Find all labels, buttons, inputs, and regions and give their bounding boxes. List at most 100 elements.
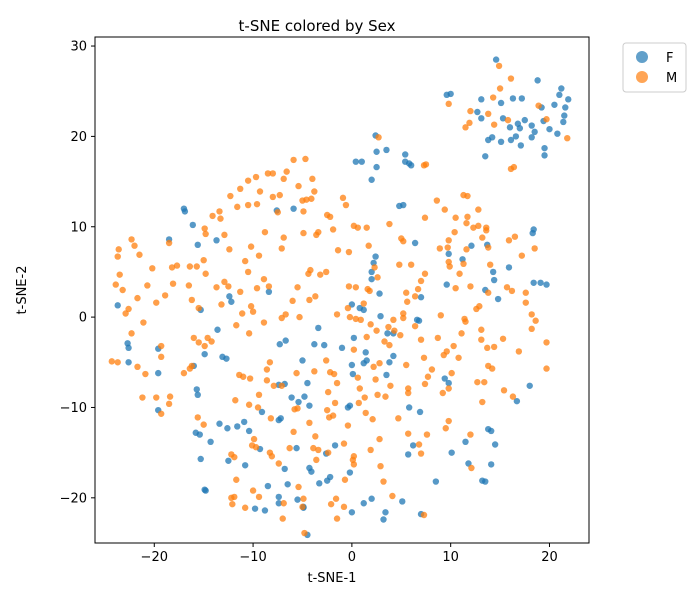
point-m-185	[290, 428, 297, 436]
point-f-123	[462, 438, 469, 445]
point-m-231	[405, 389, 412, 397]
point-m-334	[405, 430, 412, 437]
point-m-166	[263, 377, 271, 384]
point-m-205	[332, 495, 340, 502]
point-m-190	[310, 444, 317, 452]
point-f-119	[441, 375, 448, 382]
point-m-138	[140, 319, 147, 326]
point-m-241	[448, 369, 455, 377]
point-m-220	[372, 376, 379, 383]
point-f-84	[265, 288, 273, 296]
point-m-75	[165, 239, 173, 247]
legend-label-m: M	[666, 71, 677, 86]
point-m-325	[291, 406, 298, 413]
point-f-70	[368, 268, 375, 276]
point-m-10	[490, 121, 498, 128]
point-m-224	[355, 399, 362, 407]
point-m-92	[213, 284, 220, 291]
point-m-207	[333, 515, 341, 522]
point-f-0	[492, 56, 500, 63]
point-f-3	[478, 96, 485, 103]
point-m-201	[344, 422, 352, 429]
point-m-222	[356, 385, 363, 392]
point-m-170	[254, 404, 262, 411]
point-f-167	[240, 418, 248, 426]
point-m-253	[488, 365, 496, 372]
point-f-188	[304, 379, 311, 387]
point-m-262	[532, 317, 539, 324]
point-m-338	[442, 425, 449, 432]
point-m-281	[452, 214, 459, 221]
point-m-118	[333, 311, 341, 318]
point-m-291	[456, 270, 463, 277]
point-f-2	[443, 91, 450, 99]
point-m-115	[312, 293, 319, 300]
point-m-5	[535, 102, 542, 109]
point-m-123	[396, 261, 403, 268]
point-m-337	[423, 431, 431, 438]
point-m-6	[485, 110, 492, 118]
point-f-114	[344, 404, 352, 411]
point-m-71	[193, 263, 200, 270]
chart-title: t-SNE colored by Sex	[239, 17, 396, 35]
point-f-186	[295, 398, 302, 406]
point-m-315	[386, 220, 393, 228]
point-m-151	[195, 339, 202, 346]
point-f-62	[445, 250, 452, 258]
point-m-21	[283, 168, 290, 175]
point-m-279	[475, 206, 482, 213]
point-m-300	[444, 244, 451, 251]
point-f-168	[258, 408, 266, 416]
point-m-12	[543, 116, 550, 123]
point-m-95	[218, 301, 225, 308]
point-m-48	[326, 213, 334, 221]
point-f-132	[526, 382, 533, 389]
point-m-343	[389, 492, 396, 500]
point-f-30	[507, 136, 515, 144]
point-m-195	[333, 379, 341, 387]
point-m-148	[180, 369, 188, 377]
point-m-223	[361, 394, 368, 401]
point-f-77	[537, 279, 544, 286]
point-m-52	[300, 229, 307, 237]
point-m-156	[166, 393, 174, 400]
point-m-58	[334, 247, 342, 254]
point-m-42	[311, 188, 318, 195]
point-f-20	[528, 122, 535, 129]
point-f-120	[445, 379, 452, 387]
point-m-97	[244, 268, 252, 276]
point-m-69	[200, 256, 207, 264]
point-m-45	[303, 196, 310, 203]
point-f-21	[531, 128, 538, 136]
point-m-323	[293, 369, 300, 377]
point-m-219	[370, 363, 377, 370]
point-m-8	[466, 119, 473, 127]
point-m-96	[237, 288, 244, 296]
point-f-126	[482, 478, 489, 485]
point-m-288	[460, 260, 467, 267]
point-f-66	[489, 268, 497, 276]
point-m-318	[364, 285, 371, 293]
point-f-69	[529, 229, 536, 237]
point-m-105	[245, 330, 253, 337]
point-f-100	[194, 391, 201, 399]
point-m-141	[114, 359, 121, 366]
point-m-85	[134, 294, 141, 302]
point-m-330	[313, 456, 320, 464]
point-f-105	[384, 330, 391, 337]
point-m-208	[300, 495, 307, 502]
legend-marker-m	[636, 71, 648, 83]
point-f-86	[321, 341, 328, 349]
point-f-39	[383, 146, 390, 154]
point-m-264	[543, 339, 550, 346]
point-m-86	[153, 299, 160, 306]
point-m-17	[422, 161, 430, 168]
point-f-136	[432, 478, 440, 485]
point-f-155	[294, 496, 301, 503]
point-m-227	[382, 393, 389, 400]
point-m-204	[341, 476, 349, 483]
point-f-12	[562, 104, 569, 111]
point-m-316	[365, 242, 372, 249]
point-m-239	[439, 389, 446, 397]
point-m-23	[269, 170, 277, 177]
